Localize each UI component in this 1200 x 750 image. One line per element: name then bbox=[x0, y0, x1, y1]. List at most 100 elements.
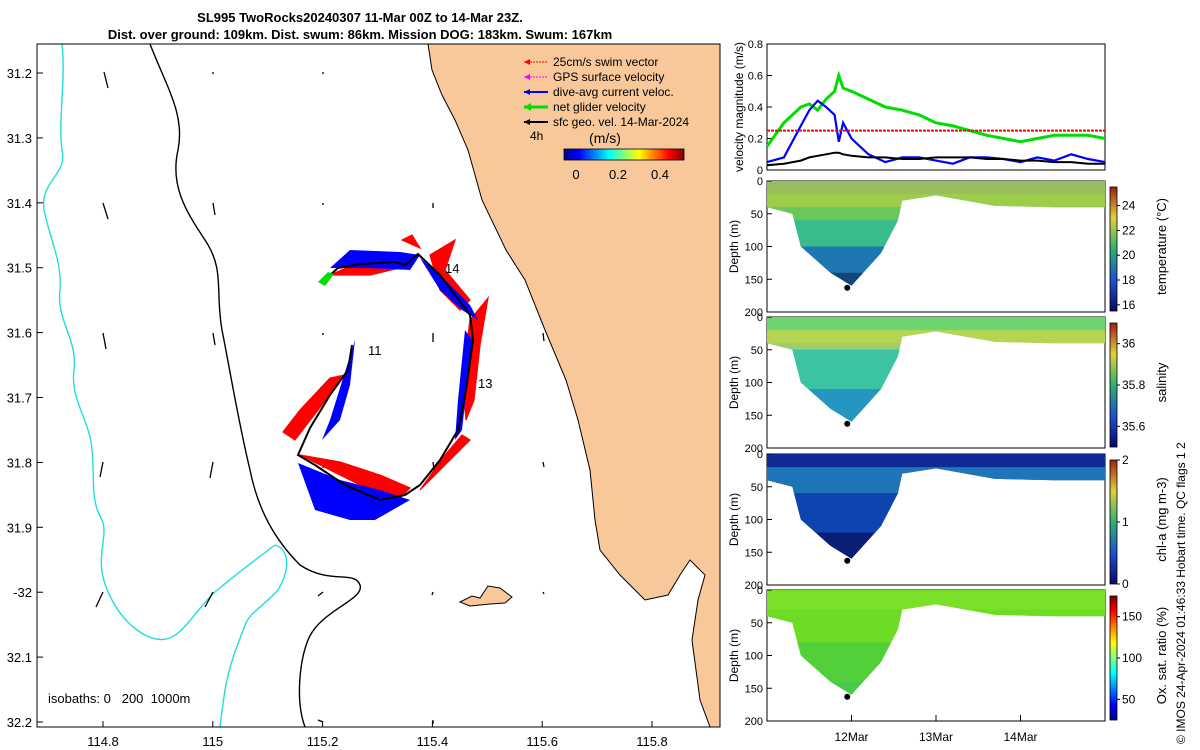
lon-tick-label: 114.8 bbox=[87, 734, 119, 749]
velocity-ytick-label: 0.2 bbox=[748, 134, 763, 146]
velocity-ylabel: velocity magnitude (m/s) bbox=[732, 42, 746, 172]
lat-tick-label: 32.2 bbox=[7, 715, 32, 730]
section-ylabel: Depth (m) bbox=[727, 356, 741, 409]
lon-tick-label: 115.8 bbox=[636, 734, 668, 749]
section-colorbar bbox=[1109, 322, 1118, 448]
section-ytick-label: 100 bbox=[745, 515, 763, 527]
section-ytick-label: 50 bbox=[751, 618, 763, 630]
legend-swim-vector: 25cm/s swim vector bbox=[524, 55, 658, 69]
velocity-series-sfc-geo-vel- bbox=[766, 151, 1105, 167]
section-ytick-label: 50 bbox=[751, 482, 763, 494]
speed-colorbar bbox=[563, 148, 685, 161]
velocity-series-dive-avg-current-veloc- bbox=[766, 99, 1106, 165]
colorbar-tick-label: 22 bbox=[1122, 223, 1136, 237]
section-ylabel: Depth (m) bbox=[727, 220, 741, 273]
copyright-credit: © IMOS 24-Apr-2024 01:46:33 Hobart time.… bbox=[1174, 442, 1188, 744]
lon-tick-label: 115 bbox=[202, 734, 223, 749]
section-ytick-label: 0 bbox=[757, 585, 763, 597]
section-ytick-label: 0 bbox=[757, 449, 763, 461]
lat-tick-label: 31.9 bbox=[7, 520, 32, 535]
section-ytick-label: 200 bbox=[745, 443, 763, 455]
temperature-section: 0 50 100 150 200 Depth (m) 16 18 20 22 24 temperatu… bbox=[727, 176, 1169, 319]
section-ytick-label: 200 bbox=[745, 307, 763, 319]
chla-section: 0 50 100 150 200 Depth (m) 0 1 2 chl-a (mg m-3) bbox=[727, 449, 1169, 592]
geo-vector-field bbox=[95, 71, 545, 724]
section-colorbar bbox=[1109, 459, 1118, 585]
legend-current-velocity: dive-avg current veloc. bbox=[524, 85, 674, 99]
time-tick-label: 14Mar bbox=[1003, 730, 1037, 744]
isobaths-label: isobaths: 0 200 1000m bbox=[48, 691, 190, 706]
section-ytick-label: 150 bbox=[745, 274, 763, 286]
colorbar-tick-label: 150 bbox=[1122, 610, 1142, 624]
lat-tick-label: 31.8 bbox=[7, 455, 32, 470]
colorbar-tick-label: 20 bbox=[1122, 248, 1136, 262]
section-ytick-label: 0 bbox=[757, 176, 763, 188]
chart-title-line2: Dist. over ground: 109km. Dist. swum: 86… bbox=[107, 27, 613, 42]
day-label-14: 14 bbox=[445, 261, 459, 276]
current-vectors bbox=[298, 250, 478, 520]
lat-tick-label: 31.2 bbox=[7, 66, 32, 81]
colorbar-tick-label: 2 bbox=[1122, 453, 1129, 467]
colorbar-tick-label: 18 bbox=[1122, 273, 1136, 287]
colorbar-label: chl-a (mg m-3) bbox=[1154, 477, 1169, 562]
velocity-ytick-label: 0.8 bbox=[748, 39, 763, 51]
map-lat-axis: 31.2 31.3 31.4 31.5 31.6 31.7 31.8 31.9 -32 32.1 3… bbox=[7, 66, 43, 730]
land-mass bbox=[427, 44, 720, 727]
time-tick-label: 13Mar bbox=[919, 730, 953, 744]
colorbar-label: temperature (°C) bbox=[1154, 198, 1169, 295]
velocity-ytick-label: 0 bbox=[757, 165, 763, 177]
profile-bottom-marker bbox=[844, 420, 851, 427]
chart-title-line1: SL995 TwoRocks20240307 11-Mar 00Z to 14-… bbox=[197, 10, 523, 25]
colorbar-tick-label: 1 bbox=[1122, 515, 1129, 529]
colorbar-tick-1: 0.2 bbox=[609, 167, 627, 182]
time-tick-label: 12Mar bbox=[834, 730, 868, 744]
section-ytick-label: 200 bbox=[745, 580, 763, 592]
legend-geo-velocity-label: sfc geo. vel. 14-Mar-2024 bbox=[553, 115, 689, 129]
profile-bottom-marker bbox=[844, 284, 851, 291]
profile-bottom-marker bbox=[844, 693, 851, 700]
day-label-11: 11 bbox=[368, 343, 382, 358]
lat-tick-label: 31.6 bbox=[7, 326, 32, 341]
lat-tick-label: 31.5 bbox=[7, 261, 32, 276]
lon-tick-label: 115.4 bbox=[417, 734, 449, 749]
legend-net-glider-velocity-label: net glider velocity bbox=[553, 100, 646, 114]
section-ytick-label: 100 bbox=[745, 242, 763, 254]
colorbar-tick-label: 24 bbox=[1122, 199, 1136, 213]
velocity-series-net-glider-velocity bbox=[765, 70, 1106, 148]
section-ytick-label: 50 bbox=[751, 209, 763, 221]
legend-net-glider-velocity: net glider velocity bbox=[524, 100, 646, 114]
time-axis: 12Mar 13Mar 14Mar bbox=[834, 715, 1038, 744]
section-ytick-label: 100 bbox=[745, 651, 763, 663]
section-ylabel: Depth (m) bbox=[727, 629, 741, 682]
rottnest-island bbox=[458, 585, 513, 607]
colorbar-label: Ox. sat. ratio (%) bbox=[1154, 607, 1169, 705]
legend-geo-velocity: sfc geo. vel. 14-Mar-2024 bbox=[524, 115, 689, 129]
section-ytick-label: 50 bbox=[751, 345, 763, 357]
lat-tick-label: 31.4 bbox=[7, 196, 32, 211]
section-ytick-label: 200 bbox=[745, 716, 763, 728]
section-ytick-label: 150 bbox=[745, 410, 763, 422]
glider-track bbox=[296, 252, 475, 502]
colorbar-label: salinity bbox=[1154, 362, 1169, 402]
lat-tick-label: 32.1 bbox=[7, 650, 32, 665]
day-label-13: 13 bbox=[478, 376, 492, 391]
profile-bottom-marker bbox=[844, 557, 851, 564]
net-glider-velocity-start bbox=[318, 272, 334, 286]
isobath-200m bbox=[149, 44, 361, 727]
section-colorbar bbox=[1109, 186, 1118, 312]
oxygen-section: 0 50 100 150 200 Depth (m) 50 100 150 Ox. sat. ra… bbox=[727, 585, 1169, 728]
velocity-ytick-label: 0.4 bbox=[748, 102, 763, 114]
section-ytick-label: 150 bbox=[745, 683, 763, 695]
map-legend: 25cm/s swim vector GPS surface velocity … bbox=[524, 55, 689, 182]
lon-tick-label: 115.2 bbox=[307, 734, 339, 749]
legend-current-velocity-label: dive-avg current veloc. bbox=[553, 85, 674, 99]
lat-tick-label: 31.7 bbox=[7, 391, 32, 406]
section-ytick-label: 100 bbox=[745, 378, 763, 390]
legend-gps-velocity: GPS surface velocity bbox=[524, 70, 664, 84]
colorbar-tick-label: 35.8 bbox=[1122, 378, 1146, 392]
colorbar-tick-label: 0 bbox=[1122, 577, 1129, 591]
colorbar-tick-label: 50 bbox=[1122, 692, 1136, 706]
lon-tick-label: 115.6 bbox=[526, 734, 558, 749]
